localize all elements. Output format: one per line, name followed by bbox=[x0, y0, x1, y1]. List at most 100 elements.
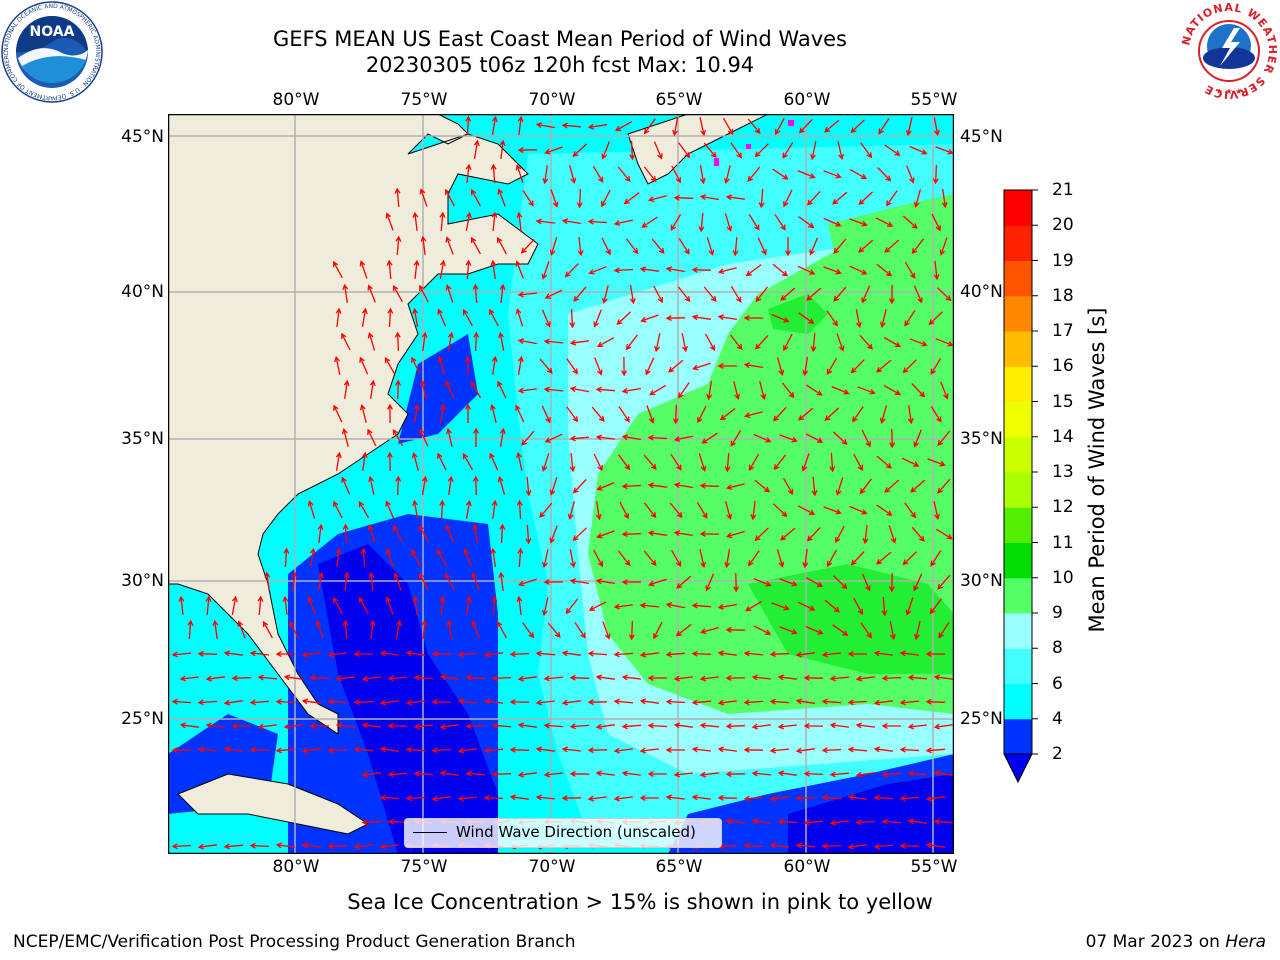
wave-direction-arrow bbox=[572, 479, 587, 494]
wave-direction-arrow bbox=[205, 595, 212, 616]
wave-direction-arrow bbox=[439, 770, 459, 777]
wave-direction-arrow bbox=[639, 651, 659, 658]
wave-direction-arrow bbox=[805, 625, 824, 635]
wave-direction-arrow bbox=[724, 452, 731, 473]
wave-direction-arrow bbox=[806, 190, 821, 206]
wave-direction-arrow bbox=[517, 387, 537, 394]
wave-direction-arrow bbox=[725, 675, 746, 681]
period-10-11-region bbox=[748, 564, 954, 674]
wave-direction-arrow bbox=[725, 483, 745, 491]
wave-direction-arrow bbox=[902, 215, 918, 229]
map-panel bbox=[167, 113, 955, 855]
wave-direction-arrow bbox=[592, 165, 604, 183]
wave-direction-arrow bbox=[447, 331, 454, 352]
wave-direction-arrow bbox=[594, 357, 603, 376]
wave-direction-arrow bbox=[543, 771, 563, 778]
wave-direction-arrow bbox=[907, 674, 928, 681]
wave-direction-arrow bbox=[327, 698, 348, 705]
wave-direction-arrow bbox=[445, 188, 455, 207]
wave-direction-arrow bbox=[643, 118, 656, 135]
wave-direction-arrow bbox=[359, 260, 368, 279]
wave-direction-arrow bbox=[930, 357, 942, 375]
wave-direction-arrow bbox=[821, 698, 842, 705]
wave-direction-arrow bbox=[751, 770, 772, 777]
wave-direction-arrow bbox=[639, 602, 660, 609]
wave-direction-arrow bbox=[777, 770, 797, 777]
wave-direction-arrow bbox=[309, 723, 329, 729]
wave-direction-arrow bbox=[906, 165, 915, 184]
wave-direction-arrow bbox=[187, 619, 194, 640]
lat-tick-label: 45°N bbox=[121, 127, 164, 147]
wave-direction-arrow bbox=[472, 475, 479, 496]
wave-direction-arrow bbox=[849, 265, 868, 275]
wave-direction-arrow bbox=[724, 501, 733, 521]
wave-direction-arrow bbox=[569, 308, 576, 329]
colorbar-bin bbox=[1004, 472, 1032, 508]
wave-direction-arrow bbox=[359, 596, 369, 615]
wave-direction-arrow bbox=[498, 331, 505, 351]
wave-direction-arrow bbox=[836, 333, 845, 352]
wave-direction-arrow bbox=[197, 699, 218, 706]
wave-direction-arrow bbox=[773, 503, 788, 518]
wave-direction-arrow bbox=[803, 674, 824, 681]
wave-direction-arrow bbox=[628, 620, 635, 641]
wave-direction-arrow bbox=[395, 475, 402, 496]
wind-wave-arrows bbox=[171, 115, 954, 850]
wave-direction-arrow bbox=[587, 747, 608, 754]
wave-direction-arrow bbox=[733, 572, 740, 593]
wave-direction-arrow bbox=[379, 794, 400, 801]
period-2-4-region bbox=[398, 334, 478, 444]
wave-direction-arrow bbox=[873, 650, 893, 657]
wave-direction-arrow bbox=[602, 621, 611, 640]
wave-direction-arrow bbox=[465, 211, 472, 232]
wave-direction-arrow bbox=[444, 572, 455, 591]
wave-direction-arrow bbox=[795, 842, 816, 849]
wave-direction-arrow bbox=[520, 238, 535, 254]
wave-direction-arrow bbox=[543, 386, 564, 393]
wave-direction-arrow bbox=[681, 333, 688, 353]
wave-direction-arrow bbox=[405, 699, 425, 706]
wave-direction-arrow bbox=[651, 238, 665, 254]
wave-direction-arrow bbox=[928, 311, 943, 326]
wave-direction-arrow bbox=[933, 501, 940, 521]
wave-direction-arrow bbox=[412, 595, 419, 615]
footer-date: 07 Mar 2023 on Hera bbox=[1086, 932, 1266, 952]
wave-direction-arrow bbox=[535, 218, 555, 225]
colorbar-tick-label: 9 bbox=[1052, 603, 1063, 623]
wave-direction-arrow bbox=[849, 218, 868, 227]
wave-direction-arrow bbox=[724, 213, 733, 232]
wave-direction-arrow bbox=[621, 356, 627, 377]
wave-direction-arrow bbox=[835, 525, 845, 544]
wave-direction-arrow bbox=[925, 795, 945, 802]
wave-direction-arrow bbox=[525, 476, 532, 497]
legend-label: Wind Wave Direction (unscaled) bbox=[456, 823, 696, 841]
wave-direction-arrow bbox=[573, 286, 587, 302]
wave-direction-arrow bbox=[675, 623, 692, 637]
wave-direction-arrow bbox=[369, 619, 376, 639]
wave-direction-arrow bbox=[437, 355, 446, 375]
wave-direction-arrow bbox=[572, 143, 588, 158]
wave-direction-arrow bbox=[282, 595, 289, 615]
wave-direction-arrow bbox=[805, 433, 824, 443]
wave-direction-arrow bbox=[497, 380, 507, 399]
wave-direction-arrow bbox=[849, 169, 868, 180]
wave-direction-arrow bbox=[925, 651, 946, 657]
wave-direction-arrow bbox=[470, 236, 481, 255]
wave-direction-arrow bbox=[315, 620, 324, 639]
wave-direction-arrow bbox=[941, 189, 948, 209]
wave-direction-arrow bbox=[798, 312, 815, 324]
colorbar-bin bbox=[1004, 718, 1032, 755]
wave-direction-arrow bbox=[754, 479, 771, 493]
wave-direction-arrow bbox=[439, 259, 446, 280]
wave-direction-arrow bbox=[445, 380, 455, 399]
wave-direction-arrow bbox=[353, 843, 373, 850]
wave-direction-arrow bbox=[860, 142, 873, 159]
wave-direction-arrow bbox=[717, 363, 737, 369]
wave-direction-arrow bbox=[665, 602, 686, 609]
wave-direction-arrow bbox=[613, 651, 634, 658]
wave-direction-arrow bbox=[798, 407, 814, 421]
wave-direction-arrow bbox=[743, 795, 763, 802]
wave-direction-arrow bbox=[795, 795, 816, 802]
wave-direction-arrow bbox=[769, 651, 790, 658]
wave-direction-arrow bbox=[853, 597, 863, 616]
